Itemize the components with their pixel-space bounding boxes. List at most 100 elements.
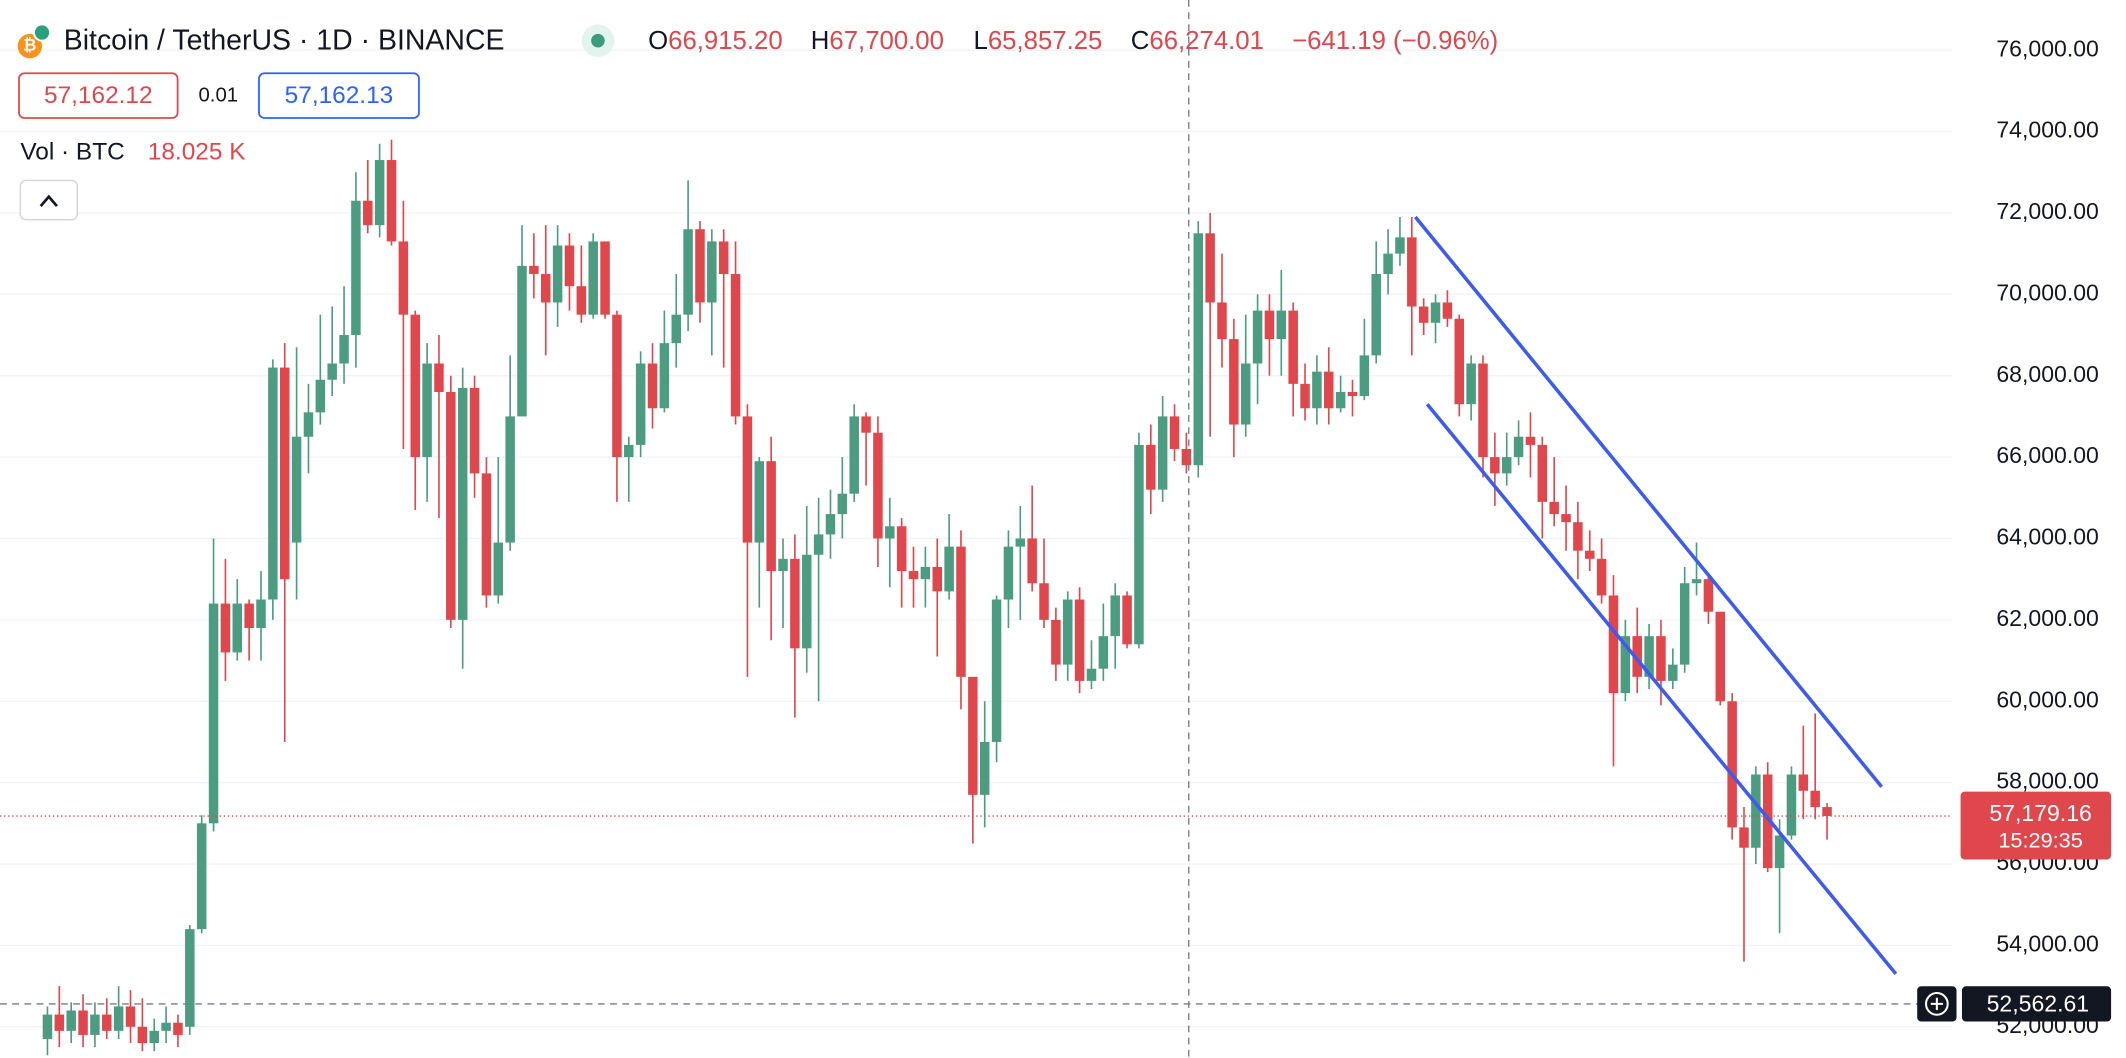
candle-body [66, 1010, 76, 1031]
y-tick-label: 58,000.00 [1996, 768, 2099, 794]
candle-body [683, 229, 693, 315]
candle-body [754, 461, 765, 543]
candle-body [149, 1030, 159, 1044]
candle-body [1632, 636, 1642, 677]
candle-body [564, 245, 575, 287]
candle-body [1063, 599, 1073, 665]
candle-body [1501, 457, 1512, 474]
candle-body [647, 363, 658, 409]
candle-body [968, 676, 978, 795]
candle-body [125, 1006, 136, 1027]
trend-line [1425, 403, 1898, 976]
buy-button[interactable] [258, 72, 420, 119]
candle-body [1098, 636, 1109, 669]
candle-body [1608, 595, 1619, 694]
candle-body [1300, 383, 1310, 409]
candle-body [1169, 416, 1180, 449]
candle-body [529, 265, 539, 274]
crosshair-price-label: 52,562.61 [1987, 990, 2090, 1016]
candle-body [920, 566, 931, 580]
candle-body [1430, 302, 1441, 323]
candle-body [268, 367, 278, 600]
order-buttons: 57,162.12 0.01 57,162.13 [18, 72, 420, 119]
plus-icon [1924, 992, 1949, 1016]
candle-body [849, 416, 859, 494]
candle-body [208, 603, 219, 824]
candle-body [517, 265, 527, 417]
candle-body [232, 603, 243, 653]
candle-body [469, 387, 480, 474]
collapse-button[interactable] [19, 179, 78, 221]
quote-icon [32, 23, 52, 42]
candle-body [576, 286, 587, 315]
candle-body [1585, 550, 1595, 559]
candle-body [837, 493, 848, 515]
candle-body [873, 432, 883, 539]
candle-body [291, 436, 302, 543]
candle-body [1395, 237, 1405, 254]
candle-body [1383, 253, 1393, 274]
candle-body [1668, 664, 1678, 681]
candle-body [1146, 444, 1156, 490]
candle-body [1762, 774, 1773, 869]
plus-icon-cross [1930, 997, 1943, 1010]
candle-body [457, 387, 468, 620]
y-tick-label: 70,000.00 [1996, 279, 2099, 305]
y-tick-label: 64,000.00 [1996, 524, 2099, 550]
candle-body [991, 599, 1002, 742]
candle-body [1157, 416, 1168, 490]
sell-button[interactable] [18, 72, 179, 119]
coin-glyph: ₿ [23, 36, 36, 54]
y-tick-label: 72,000.00 [1996, 198, 2099, 224]
candle-body [1774, 835, 1785, 869]
candle-body [410, 314, 420, 458]
candle-body [766, 461, 776, 572]
candle-body [552, 245, 563, 303]
symbol-header: ₿ Bitcoin / TetherUS · 1D · BINANCE O66,… [17, 23, 1498, 59]
candle-body [173, 1022, 183, 1035]
candle-body [1134, 444, 1144, 645]
candle-body [1407, 237, 1417, 307]
candle-body [185, 929, 195, 1027]
o-value: 66,915.20 [668, 27, 783, 55]
candle-body [540, 273, 551, 303]
candle-body [303, 412, 314, 437]
candle-body [1418, 306, 1429, 323]
candle-body [1703, 579, 1714, 612]
candle-body [979, 741, 990, 795]
candle-body [1644, 636, 1654, 677]
candle-body [505, 416, 515, 543]
candle-body [1513, 436, 1524, 458]
candle-body [1288, 310, 1298, 384]
candle-body [1537, 444, 1548, 502]
candle-body [612, 314, 622, 458]
symbol-title: Bitcoin / TetherUS · 1D · BINANCE [64, 25, 505, 57]
candle-body [1620, 636, 1631, 694]
candle-body [1786, 774, 1797, 836]
candle-body [1656, 636, 1666, 681]
candle-body [196, 823, 207, 930]
candle-body [790, 558, 800, 649]
last-price-label: 57,179.16 [1989, 800, 2092, 826]
candle-body [244, 603, 254, 629]
crosshair-price-tag [1961, 986, 2112, 1022]
candle-body [434, 363, 444, 392]
l-label: L [974, 27, 988, 55]
candle-body [386, 160, 397, 242]
candle-body [1312, 371, 1322, 409]
candle-body [718, 241, 729, 274]
candle-body [42, 1014, 53, 1039]
candle-body [113, 1006, 124, 1031]
candle-body [137, 1026, 148, 1044]
spread: 0.01 [199, 85, 239, 107]
candle-body [1181, 448, 1192, 466]
candle-body [220, 603, 231, 653]
candle-body [1751, 774, 1761, 848]
candle-body [825, 514, 836, 535]
candle-body [1371, 273, 1381, 356]
h-value: 67,700.00 [829, 27, 944, 55]
volume-label: Vol · BTC [20, 139, 124, 166]
